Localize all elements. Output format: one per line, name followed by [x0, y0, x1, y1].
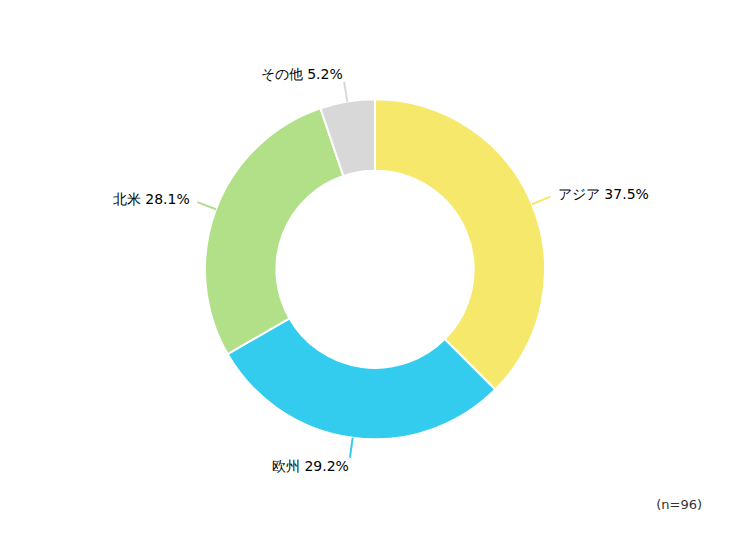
svg-text:アジア 37.5%: アジア 37.5% — [558, 186, 649, 202]
html-text:(n=96): (n=96) — [656, 497, 702, 512]
svg-text:欧州 29.2%: 欧州 29.2% — [272, 458, 349, 474]
svg-text:北米 28.1%: 北米 28.1% — [113, 191, 190, 207]
svg-text:その他 5.2%: その他 5.2% — [261, 66, 343, 82]
